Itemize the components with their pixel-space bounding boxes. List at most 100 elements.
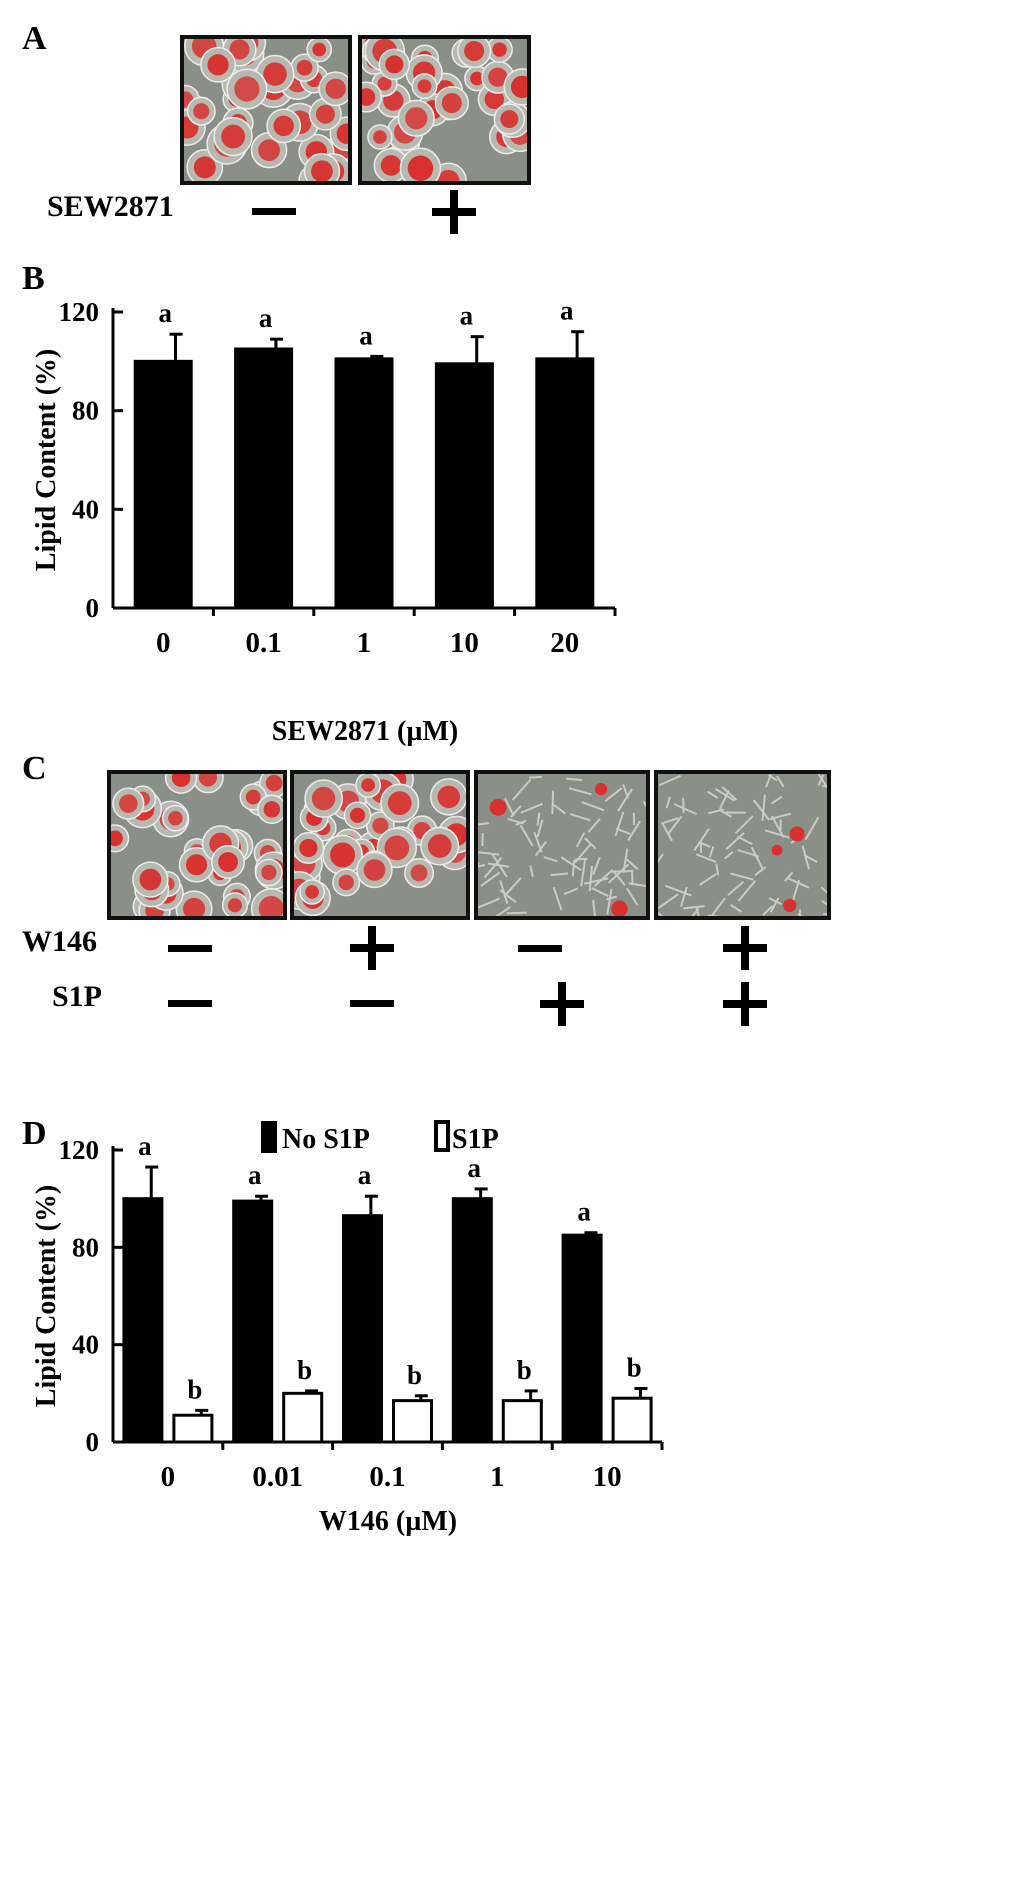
fibroblast-cell [569,813,591,822]
fibroblast-cell [754,866,767,877]
lipid-droplet [336,123,348,144]
micrograph-cells [658,774,827,916]
fibroblast-cell [587,818,601,833]
lipid-droplet [227,898,243,913]
fibroblast-cell [580,859,587,887]
fibroblast-cell [718,808,732,818]
fibroblast-cell [762,905,774,916]
lipid-droplet [377,76,392,91]
x-tick-label: 0 [156,627,171,659]
fibroblast-cell [478,897,500,909]
significance-label: b [187,1374,202,1404]
row-label-sew2871: SEW2871 [47,190,174,223]
fibroblast-cell [682,797,685,813]
lipid-droplet [193,156,216,179]
plus-sign [540,982,584,1026]
y-tick-label: 40 [72,494,99,524]
fibroblast-cell [765,774,773,788]
fibroblast-cell [478,851,500,856]
fibroblast-cell [727,880,745,896]
x-axis-title: W146 (µM) [319,1506,457,1537]
significance-label: b [627,1352,642,1382]
micrograph-c2 [290,770,470,920]
lipid-droplet [384,835,410,861]
y-axis-title: Lipid Content (%) [31,349,62,571]
fibroblast-cell [626,887,639,906]
fibroblast-cell [503,877,522,898]
fibroblast-cell [769,812,792,821]
lipid-droplet [500,110,519,129]
significance-label: a [358,1160,372,1190]
significance-label: b [297,1355,312,1385]
lipid-droplet [311,786,336,811]
fibroblast-cell [593,868,614,888]
fibroblast-cell [592,900,597,916]
lipid-droplet [245,789,261,805]
lipid-droplet [182,897,206,916]
fibroblast-cell [817,774,827,788]
fibroblast-cell [750,846,764,869]
fibroblast-cell [820,886,827,894]
significance-label: a [259,303,273,333]
fibroblast-cell [536,812,541,826]
micrograph-background [478,774,646,916]
fibroblast-cell [665,796,671,809]
panel-d-letter: D [22,1115,47,1152]
lipid-droplet [312,42,327,57]
lipid-droplet [119,794,138,813]
x-tick-label: 10 [593,1461,622,1493]
fibroblast-cell [506,911,527,915]
fibroblast-cell [534,841,547,857]
lipid-droplet [362,88,376,106]
fibroblast-cell [581,801,605,812]
lipid-droplet [361,778,375,792]
plus-sign [723,926,767,970]
lipid-droplet [489,798,507,816]
bar [535,357,595,610]
fibroblast-cell [495,906,511,916]
fibroblast-cell [710,897,726,916]
fibroblast-cell [499,889,517,903]
bar-s1p [282,1391,324,1444]
bar-no-s1p [451,1197,493,1444]
legend-swatch-no-s1p [261,1121,277,1153]
lipid-droplet [299,838,318,858]
fibroblast-cell [592,856,601,875]
fibroblast-cell [575,832,586,848]
lipid-droplet [407,155,434,181]
lipid-droplet [417,79,432,94]
fibroblast-cell [699,841,711,848]
fibroblast-cell [478,863,486,868]
lipid-droplet [263,62,287,86]
y-axis-title: Lipid Content (%) [31,1185,62,1407]
fibroblast-cell [821,900,827,906]
fibroblast-cell [529,865,534,878]
fibroblast-cell [543,856,558,863]
fibroblast-cell [613,871,626,886]
bar [133,359,193,610]
lipid-droplet [484,89,505,110]
plus-sign [350,926,394,970]
fibroblast-cell [552,803,567,815]
fibroblast-cell [499,880,509,904]
fibroblast-cell [614,811,625,837]
fibroblast-cell [528,775,542,779]
fibroblast-cell [642,800,646,808]
fibroblast-cell [695,853,717,863]
x-tick-label: 20 [550,627,579,659]
lipid-droplet [405,107,428,130]
fibroblast-cell [752,799,770,821]
significance-label: a [577,1197,591,1227]
fibroblast-cell [606,888,613,915]
fibroblast-cell [737,880,757,902]
lipid-droplet [380,155,402,176]
lipid-droplet [171,774,191,787]
lipid-droplet [273,115,294,137]
panel-b-letter: B [22,260,45,297]
fibroblast-cell [783,871,794,882]
fibroblast-cell [788,877,810,889]
lipid-droplet [373,130,387,144]
x-tick-label: 1 [490,1461,505,1493]
fibroblast-cell [667,815,683,834]
fibroblast-cell [504,797,515,817]
